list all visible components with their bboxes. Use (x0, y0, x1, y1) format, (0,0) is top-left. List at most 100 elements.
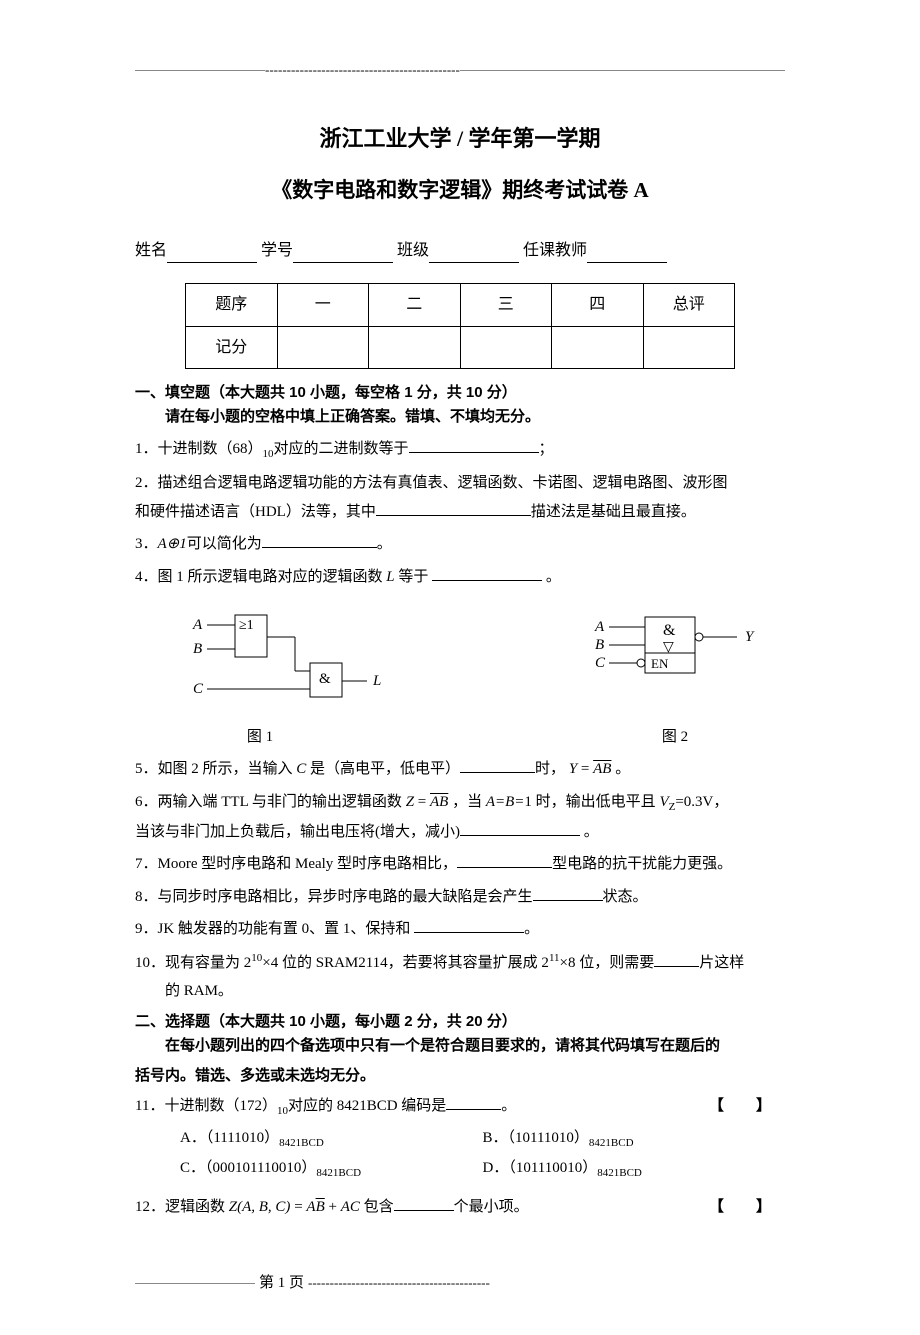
footer-dashes: ----------------------------------------… (308, 1273, 490, 1294)
q2-l2pre: 和硬件描述语言（HDL）法等，其中 (135, 504, 376, 520)
figures-row: A B ≥1 C & L 图 1 A B C (135, 601, 785, 749)
q5-blank[interactable] (460, 772, 535, 773)
q12-z: Z (229, 1199, 237, 1215)
q2-blank[interactable] (376, 515, 531, 516)
q2-l1: 2．描述组合逻辑电路逻辑功能的方法有真值表、逻辑函数、卡诺图、逻辑电路图、波形图 (135, 475, 728, 491)
header-right-line (460, 70, 785, 71)
header-left-line (135, 70, 265, 71)
question-6: 6．两输入端 TTL 与非门的输出逻辑函数 Z = AB ，当 A=B=1 时，… (135, 788, 785, 846)
q4-blank[interactable] (432, 580, 542, 581)
fig2-svg: A B C & ▽ EN Y (565, 601, 785, 711)
q2-l2post: 描述法是基础且最直接。 (531, 504, 696, 520)
td-score[interactable] (460, 326, 552, 369)
page-number: 第 1 页 (255, 1271, 308, 1295)
q6-l2: 当该与非门加上负载后，输出电压将(增大，减小) (135, 824, 460, 840)
field-teacher[interactable] (587, 245, 667, 263)
field-id[interactable] (293, 245, 393, 263)
q3-blank[interactable] (262, 547, 377, 548)
q11-d-sub: 8421BCD (597, 1167, 642, 1179)
q11-tail: 。 (501, 1098, 516, 1114)
td-score[interactable] (552, 326, 644, 369)
th-1: 一 (277, 284, 369, 327)
q3-tail: 。 (377, 536, 392, 552)
fig2-b: B (595, 637, 604, 653)
q1-mid: 对应的二进制数等于 (274, 441, 409, 457)
q4-tail: 。 (542, 569, 561, 585)
q12-mid: 包含 (360, 1199, 394, 1215)
td-score[interactable] (277, 326, 369, 369)
q5-eq: = (577, 761, 593, 777)
q11-opt-b[interactable]: B．（10111010）8421BCD (483, 1126, 786, 1153)
question-12: 12．逻辑函数 Z(A, B, C) = AB + AC 包含个最小项。 【 】 (135, 1193, 785, 1222)
fig1-a: A (192, 617, 203, 633)
q4-l: L (386, 569, 394, 585)
q11-c-text: C．（000101110010） (180, 1160, 316, 1176)
field-class[interactable] (429, 245, 519, 263)
q6-eq: = (414, 794, 430, 810)
q5-pre: 5．如图 2 所示，当输入 (135, 761, 296, 777)
th-2: 二 (369, 284, 461, 327)
answer-bracket[interactable]: 【 】 (709, 1193, 785, 1222)
table-row: 记分 (186, 326, 735, 369)
q12-term1: AB (306, 1199, 324, 1215)
label-name: 姓名 (135, 242, 167, 259)
th-4: 四 (552, 284, 644, 327)
q1-blank[interactable] (409, 452, 539, 453)
fig2-amp: & (663, 622, 676, 639)
fig2-label: 图 2 (565, 725, 785, 749)
q6-m2: 1 时，输出低电平且 (524, 794, 659, 810)
q4-mid: 等于 (395, 569, 433, 585)
footer-left-line (135, 1283, 255, 1284)
q10-blank[interactable] (654, 966, 699, 967)
th-total: 总评 (643, 284, 735, 327)
fig1-ge1: ≥1 (239, 618, 254, 633)
fig1-b: B (193, 641, 202, 657)
q10-l2: 的 RAM。 (165, 983, 233, 999)
header-divider: ----------------------------------------… (135, 60, 785, 81)
fig1-amp: & (319, 671, 331, 687)
q5-c: C (296, 761, 306, 777)
score-table: 题序 一 二 三 四 总评 记分 (185, 283, 735, 369)
q6-tail: 。 (580, 824, 599, 840)
q3-pre: 3． (135, 536, 158, 552)
answer-bracket[interactable]: 【 】 (709, 1092, 785, 1121)
q5-tail: 。 (611, 761, 630, 777)
q6-z: Z (406, 794, 414, 810)
q11-blank[interactable] (446, 1109, 501, 1110)
label-teacher: 任课教师 (523, 242, 587, 259)
q9-tail: 。 (524, 921, 539, 937)
fig1-c: C (193, 681, 204, 697)
q8-tail: 状态。 (603, 889, 648, 905)
q11-opt-d[interactable]: D．（101110010）8421BCD (483, 1156, 786, 1183)
section-1-sub: 请在每小题的空格中填上正确答案。错填、不填均无分。 (165, 405, 785, 429)
q4-pre: 4．图 1 所示逻辑电路对应的逻辑函数 (135, 569, 386, 585)
fig2-inv-bubble (637, 659, 645, 667)
label-class: 班级 (397, 242, 429, 259)
q11-opt-a[interactable]: A．（1111010）8421BCD (180, 1126, 483, 1153)
q8-blank[interactable] (533, 900, 603, 901)
fig2-tri: ▽ (663, 640, 674, 655)
td-score[interactable] (369, 326, 461, 369)
q11-opt-c[interactable]: C．（000101110010）8421BCD (180, 1156, 483, 1183)
header-dashes: ----------------------------------------… (265, 60, 460, 81)
q6-m3: =0.3V， (675, 794, 728, 810)
q6-blank[interactable] (460, 835, 580, 836)
field-name[interactable] (167, 245, 257, 263)
q10-m2: ×8 位，则需要 (560, 955, 655, 971)
th-label: 题序 (186, 284, 278, 327)
q9-pre: 9．JK 触发器的功能有置 0、置 1、保持和 (135, 921, 414, 937)
fig1-svg: A B ≥1 C & L (135, 601, 385, 711)
q9-blank[interactable] (414, 932, 524, 933)
section-2-head: 二、选择题（本大题共 10 小题，每小题 2 分，共 20 分） (135, 1010, 785, 1034)
td-score[interactable] (643, 326, 735, 369)
q7-blank[interactable] (457, 867, 552, 868)
section-2-sub1: 在每小题列出的四个备选项中只有一个是符合题目要求的，请将其代码填写在题后的 (165, 1034, 785, 1058)
q7-tail: 型电路的抗干扰能力更强。 (552, 856, 732, 872)
th-3: 三 (460, 284, 552, 327)
q12-plus: + (325, 1199, 341, 1215)
q12-blank[interactable] (394, 1210, 454, 1211)
q11-pre: 11．十进制数（172） (135, 1098, 277, 1114)
q11-a-sub: 8421BCD (279, 1137, 324, 1149)
figure-1: A B ≥1 C & L 图 1 (135, 601, 385, 749)
q3-mid: 可以简化为 (187, 536, 262, 552)
